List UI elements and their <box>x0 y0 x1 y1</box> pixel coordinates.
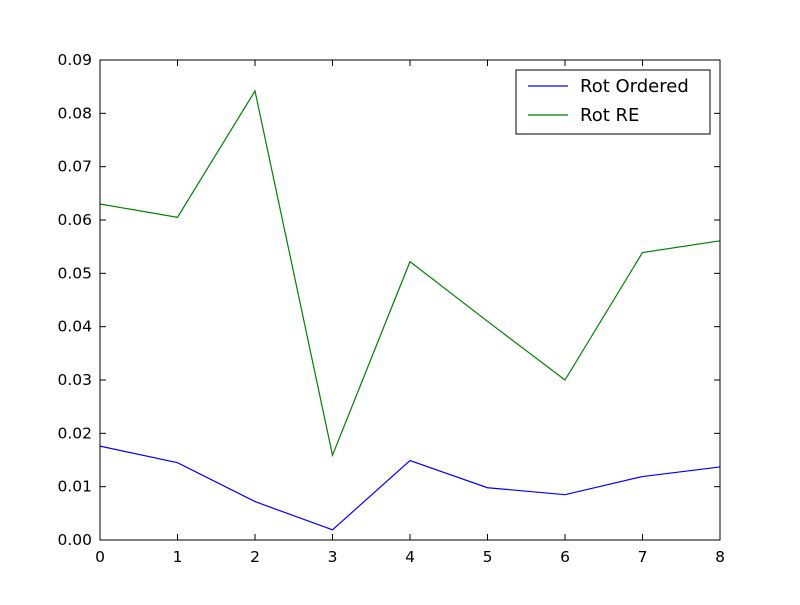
x-tick-label: 6 <box>560 548 570 566</box>
y-tick-label: 0.04 <box>57 318 92 336</box>
y-tick-label: 0.09 <box>57 51 92 69</box>
legend: Rot Ordered Rot RE <box>515 69 711 135</box>
x-tick-label: 8 <box>715 548 725 566</box>
x-tick-label: 1 <box>173 548 183 566</box>
series-line-0 <box>99 445 721 531</box>
x-tick-label: 7 <box>638 548 648 566</box>
x-tick-label: 5 <box>483 548 493 566</box>
y-tick-label: 0.00 <box>57 531 92 549</box>
series-layer <box>99 89 721 531</box>
y-tick-label: 0.08 <box>57 104 92 122</box>
y-tick-label: 0.02 <box>57 424 92 442</box>
legend-label-1: Rot RE <box>580 105 639 126</box>
axis-ticks: 0 1 2 3 4 5 6 7 8 0.00 0.01 0.02 0.03 0.04 0.05 0.06 0.0… <box>57 51 724 566</box>
y-tick-label: 0.07 <box>57 158 92 176</box>
series-line-1 <box>99 89 721 458</box>
y-tick-label: 0.06 <box>57 211 92 229</box>
x-tick-label: 0 <box>95 548 105 566</box>
x-tick-label: 2 <box>250 548 260 566</box>
legend-label-0: Rot Ordered <box>580 76 689 97</box>
y-tick-label: 0.05 <box>57 264 92 282</box>
y-tick-label: 0.03 <box>57 371 92 389</box>
x-tick-label: 4 <box>405 548 415 566</box>
y-tick-label: 0.01 <box>57 478 92 496</box>
legend-box <box>515 69 711 135</box>
x-tick-label: 3 <box>328 548 338 566</box>
